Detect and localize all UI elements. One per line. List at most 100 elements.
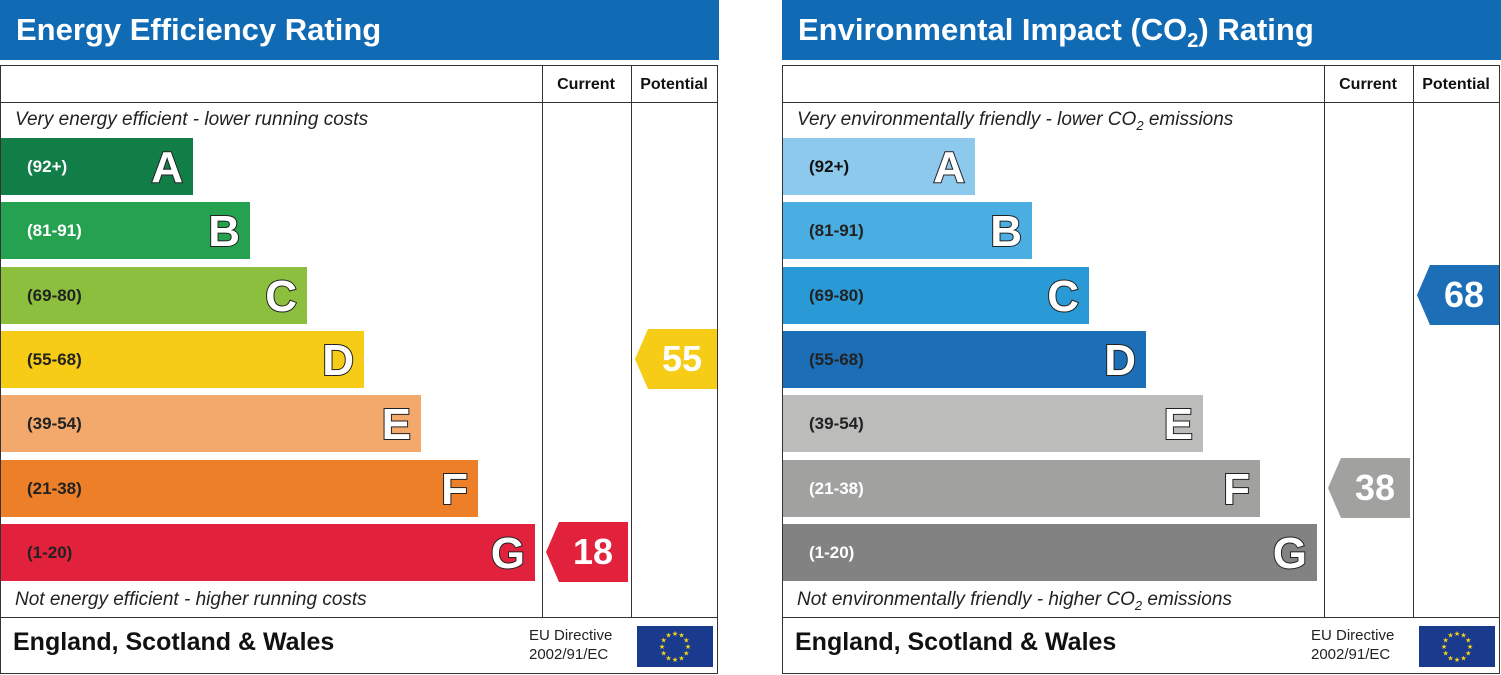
current-rating-marker: 38 (1328, 457, 1410, 518)
eu-star: ★ (678, 654, 684, 662)
eu-star: ★ (683, 637, 689, 645)
band-range-label: (39-54) (809, 414, 864, 434)
eu-star: ★ (1443, 637, 1449, 645)
eu-star: ★ (1447, 654, 1453, 662)
band-letter: E (1163, 399, 1194, 450)
band-c: (69-80) C (1, 266, 307, 324)
column-header-current: Current (1339, 76, 1397, 93)
footer-divider (1, 617, 717, 618)
band-range-label: (92+) (27, 157, 68, 176)
band-letter: G (1272, 528, 1308, 579)
eu-star: ★ (672, 656, 678, 664)
band-range-label: (81-91) (809, 221, 864, 241)
eu-star: ★ (1467, 643, 1473, 651)
column-divider (1413, 66, 1414, 617)
eu-star: ★ (659, 643, 665, 651)
current-rating-marker: 18 (546, 521, 628, 582)
band-letter: A (150, 142, 184, 193)
marker-value: 55 (661, 337, 703, 379)
eu-star: ★ (1454, 656, 1460, 664)
band-letter: C (1046, 271, 1080, 322)
band-range-label: (1-20) (27, 542, 73, 562)
top-note: Very environmentally friendly - lower CO… (797, 109, 1234, 133)
eu-star: ★ (678, 632, 684, 640)
eu-star: ★ (1460, 654, 1466, 662)
band-letter: F (440, 464, 469, 515)
band-e: (39-54) E (783, 395, 1203, 453)
band-b: (81-91) B (783, 202, 1032, 260)
chart-frame: Current Potential Very environmentally f… (782, 65, 1500, 674)
marker-value: 38 (1354, 466, 1396, 508)
bottom-note: Not energy efficient - higher running co… (15, 589, 367, 610)
top-note: Very energy efficient - lower running co… (15, 109, 369, 130)
eu-directive-text: EU Directive 2002/91/EC (1311, 626, 1394, 664)
potential-rating-marker: 68 (1417, 264, 1499, 325)
band-letter: B (989, 206, 1023, 257)
marker-value: 68 (1443, 273, 1485, 315)
eu-star: ★ (1465, 650, 1471, 658)
eu-star: ★ (1441, 643, 1447, 651)
band-range-label: (1-20) (809, 542, 855, 562)
marker-arrow (635, 328, 717, 389)
band-range-label: (69-80) (27, 285, 82, 305)
band-g: (1-20) G (1, 523, 535, 581)
band-d: (55-68) D (1, 330, 364, 388)
chart-title: Energy Efficiency Rating (16, 12, 382, 47)
eu-star: ★ (661, 637, 667, 645)
eu-star: ★ (1454, 630, 1460, 638)
chart-frame: Current Potential Very energy efficient … (0, 65, 718, 674)
band-c: (69-80) C (783, 266, 1089, 324)
eu-star: ★ (683, 650, 689, 658)
environmental-impact-chart: Environmental Impact (CO2) Rating Curren… (782, 0, 1501, 675)
band-range-label: (55-68) (27, 349, 82, 369)
column-divider (1324, 66, 1325, 617)
footer-region: England, Scotland & Wales (13, 628, 335, 656)
eu-star: ★ (672, 630, 678, 638)
header-divider (1, 102, 717, 103)
eu-directive-line2: 2002/91/EC (1311, 646, 1391, 663)
footer-divider (783, 617, 1499, 618)
band-letter: C (264, 271, 298, 322)
chart-header: Energy Efficiency Rating (0, 0, 719, 60)
band-letter: E (381, 399, 412, 450)
eu-star: ★ (665, 632, 671, 640)
band-range-label: (21-38) (27, 478, 82, 498)
column-divider (542, 66, 543, 617)
column-header-current: Current (557, 76, 615, 93)
header-divider (783, 102, 1499, 103)
energy-efficiency-chart: Energy Efficiency Rating Current Potenti… (0, 0, 719, 675)
eu-star: ★ (1447, 632, 1453, 640)
eu-directive-line1: EU Directive (529, 627, 613, 644)
band-range-label: (55-68) (809, 349, 864, 369)
band-range-label: (81-91) (27, 221, 82, 241)
eu-star: ★ (1465, 637, 1471, 645)
footer-region: England, Scotland & Wales (795, 628, 1117, 656)
eu-directive-line2: 2002/91/EC (529, 646, 609, 663)
band-f: (21-38) F (1, 459, 478, 517)
marker-value: 18 (572, 530, 614, 572)
eu-star: ★ (1443, 650, 1449, 658)
bottom-note: Not environmentally friendly - higher CO… (797, 589, 1232, 613)
band-d: (55-68) D (783, 330, 1146, 388)
chart-header: Environmental Impact (CO2) Rating (782, 0, 1501, 60)
band-letter: D (321, 335, 355, 386)
marker-arrow (546, 521, 628, 582)
column-header-potential: Potential (640, 76, 708, 93)
band-b: (81-91) B (1, 202, 250, 260)
eu-star: ★ (1460, 632, 1466, 640)
band-range-label: (21-38) (809, 478, 864, 498)
band-g: (1-20) G (783, 523, 1317, 581)
band-range-label: (92+) (809, 157, 850, 176)
band-a: (92+) A (1, 138, 193, 195)
eu-directive-line1: EU Directive (1311, 627, 1395, 644)
eu-directive-text: EU Directive 2002/91/EC (529, 626, 612, 664)
eu-flag-icon: ★ ★ ★ ★ ★ ★ ★ ★ ★ ★ ★ ★ (637, 626, 713, 667)
chart-title: Environmental Impact (CO2) Rating (798, 12, 1314, 53)
band-letter: F (1222, 464, 1251, 515)
band-a: (92+) A (783, 138, 975, 195)
eu-star: ★ (685, 643, 691, 651)
band-letter: A (932, 142, 966, 193)
potential-rating-marker: 55 (635, 328, 717, 389)
marker-arrow (1328, 457, 1410, 518)
eu-star: ★ (661, 650, 667, 658)
